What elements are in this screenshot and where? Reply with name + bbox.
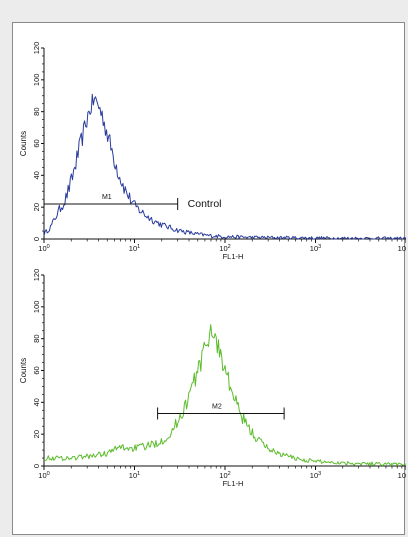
x-tick-base: 10 bbox=[38, 471, 46, 480]
y-tick-label: 0 bbox=[32, 237, 41, 241]
y-axis-label: Counts bbox=[19, 358, 28, 383]
gate-marker-label: M2 bbox=[212, 403, 222, 410]
gate-marker-label: M1 bbox=[102, 194, 112, 201]
histogram-line-1 bbox=[43, 324, 406, 467]
histogram-line-1 bbox=[43, 93, 406, 240]
x-tick-exponent: 0 bbox=[47, 471, 50, 477]
x-tick-exponent: 2 bbox=[228, 244, 231, 250]
x-tick-exponent: 1 bbox=[137, 471, 140, 477]
x-axis-label: FL1-H bbox=[223, 252, 244, 261]
x-tick-label: 100 bbox=[38, 244, 49, 253]
x-tick-label: 10 bbox=[398, 471, 406, 480]
x-tick-label: 102 bbox=[219, 471, 230, 480]
x-tick-label: 101 bbox=[129, 244, 140, 253]
x-tick-exponent: 0 bbox=[47, 244, 50, 250]
x-tick-exponent: 3 bbox=[318, 471, 321, 477]
annotation-label: Control bbox=[188, 198, 222, 210]
x-tick-label: 102 bbox=[219, 244, 230, 253]
y-tick-label: 0 bbox=[32, 464, 41, 468]
x-tick-label: 101 bbox=[129, 471, 140, 480]
y-tick-label: 80 bbox=[32, 107, 41, 115]
figure-frame: 0 20 40 60 80 100 120 Counts 100 101 102 103 10 FL1-H… bbox=[12, 22, 406, 535]
x-tick-exponent: 1 bbox=[137, 244, 140, 250]
y-tick-label: 100 bbox=[32, 74, 41, 87]
x-tick-label: 100 bbox=[38, 471, 49, 480]
x-axis-label: FL1-H bbox=[223, 479, 244, 488]
y-tick-label: 40 bbox=[32, 398, 41, 406]
x-tick-base: 10 bbox=[310, 244, 318, 253]
x-tick-base: 10 bbox=[129, 471, 137, 480]
x-tick-base: 10 bbox=[398, 244, 406, 253]
y-tick-label: 60 bbox=[32, 366, 41, 374]
y-tick-label: 80 bbox=[32, 334, 41, 342]
x-tick-base: 10 bbox=[219, 471, 227, 480]
x-tick-base: 10 bbox=[310, 471, 318, 480]
y-tick-label: 40 bbox=[32, 171, 41, 179]
x-tick-base: 10 bbox=[38, 244, 46, 253]
y-tick-label: 100 bbox=[32, 301, 41, 314]
y-axis-label: Counts bbox=[19, 131, 28, 156]
y-tick-label: 120 bbox=[32, 269, 41, 282]
x-tick-base: 10 bbox=[398, 471, 406, 480]
x-tick-label: 103 bbox=[310, 471, 321, 480]
y-tick-label: 120 bbox=[32, 42, 41, 55]
y-tick-label: 20 bbox=[32, 203, 41, 211]
x-tick-base: 10 bbox=[219, 244, 227, 253]
x-tick-exponent: 3 bbox=[318, 244, 321, 250]
x-tick-label: 10 bbox=[398, 244, 406, 253]
y-tick-label: 20 bbox=[32, 430, 41, 438]
x-tick-label: 103 bbox=[310, 244, 321, 253]
y-tick-label: 60 bbox=[32, 139, 41, 147]
x-tick-exponent: 2 bbox=[228, 471, 231, 477]
x-tick-base: 10 bbox=[129, 244, 137, 253]
